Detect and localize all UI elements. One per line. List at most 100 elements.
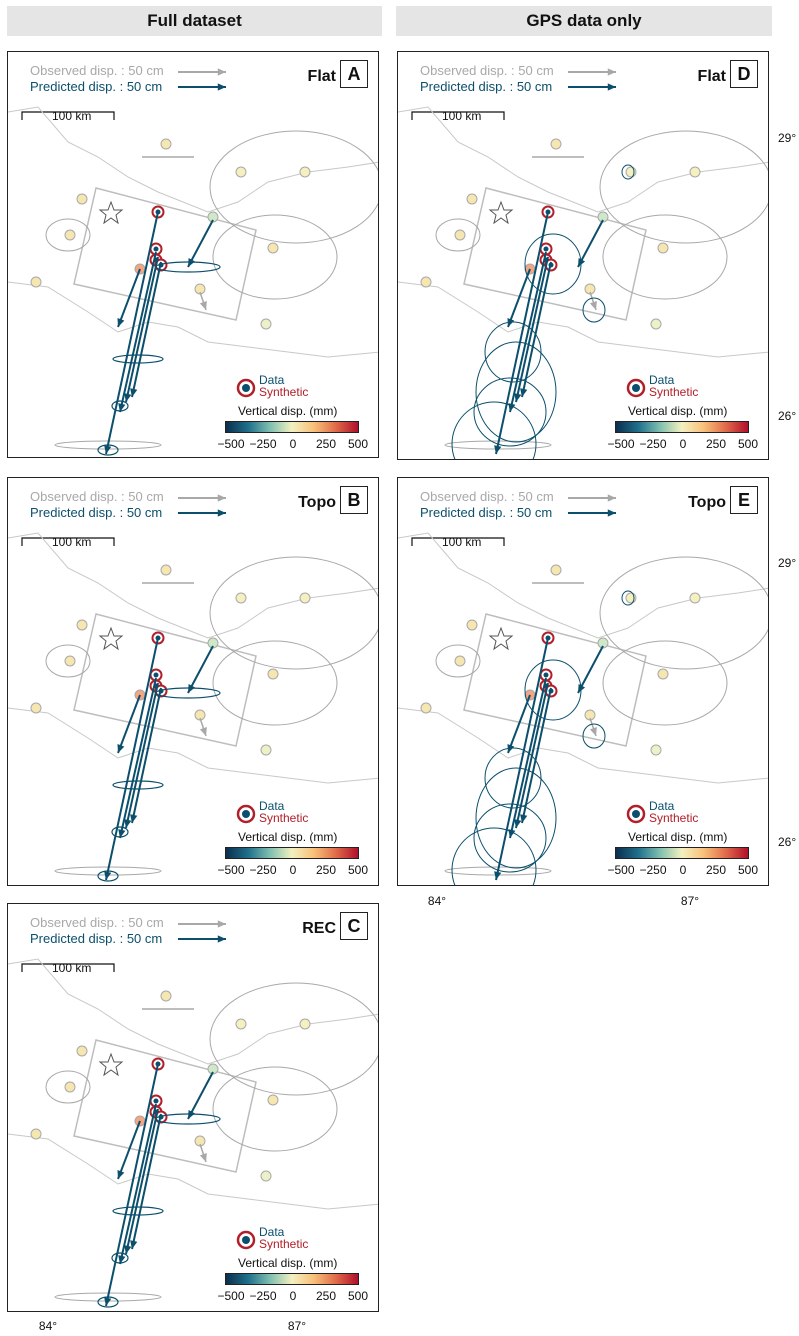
map-panel-e: Observed disp. : 50 cm Predicted disp. :… xyxy=(397,477,769,886)
station-marker xyxy=(420,702,432,714)
predicted-ellipse xyxy=(475,767,557,869)
panel-letter: E xyxy=(730,486,758,514)
border-line xyxy=(8,707,378,784)
data-legend-icon xyxy=(242,384,250,392)
station-marker xyxy=(30,1128,42,1140)
colorbar-tick: 250 xyxy=(705,863,727,877)
predicted-ellipse xyxy=(524,233,582,295)
predicted-arrow-head xyxy=(118,1255,126,1264)
predicted-arrow-head xyxy=(514,819,522,828)
station-marker xyxy=(657,668,669,680)
colorbar-tick: −500 xyxy=(607,863,635,877)
predicted-arrow-head xyxy=(217,83,226,91)
predicted-ellipse xyxy=(582,297,606,323)
panel-title: Topo xyxy=(298,494,336,511)
station-marker xyxy=(30,702,42,714)
observed-arrow-head xyxy=(589,301,597,310)
colorbar-title: Vertical disp. (mm) xyxy=(628,404,728,418)
scale-bar xyxy=(21,537,115,546)
scale-label: 100 km xyxy=(52,109,92,123)
border-line xyxy=(8,1133,378,1210)
predicted-arrow xyxy=(187,645,214,694)
predicted-arrow-head xyxy=(104,445,112,454)
station-marker xyxy=(260,1170,272,1182)
station-marker xyxy=(299,592,311,604)
data-legend-icon xyxy=(242,1236,250,1244)
fault-plane xyxy=(73,187,257,321)
predicted-arrow xyxy=(577,645,604,694)
error-ellipse xyxy=(435,218,481,252)
observed-arrow-head xyxy=(199,301,207,310)
predicted-arrow-head xyxy=(104,871,112,880)
station-marker xyxy=(76,619,88,631)
data-marker xyxy=(153,672,159,678)
map-panel-b: Observed disp. : 50 cm Predicted disp. :… xyxy=(7,477,379,886)
predicted-arrow xyxy=(507,694,531,754)
predicted-ellipse xyxy=(97,1296,119,1308)
station-marker xyxy=(30,276,42,288)
error-ellipse xyxy=(45,644,91,678)
predicted-arrow-head xyxy=(118,829,126,838)
predicted-arrow xyxy=(105,637,159,881)
predicted-ellipse xyxy=(112,780,164,790)
station-marker xyxy=(64,655,76,667)
map-graphic-a xyxy=(8,68,378,456)
station-marker xyxy=(267,1094,279,1106)
colorbar-tick: 0 xyxy=(289,1289,297,1303)
predicted-arrow xyxy=(117,1120,141,1180)
colorbar-title: Vertical disp. (mm) xyxy=(628,830,728,844)
column-header-gps-only: GPS data only xyxy=(396,6,772,36)
predicted-ellipse xyxy=(97,870,119,882)
column-header-full-dataset: Full dataset xyxy=(7,6,382,36)
predicted-arrow xyxy=(119,251,157,413)
map-graphic-c xyxy=(8,920,378,1308)
error-ellipse xyxy=(435,644,481,678)
observed-legend: Observed disp. : 50 cm xyxy=(420,489,554,504)
fault-plane xyxy=(463,187,647,321)
predicted-ellipse xyxy=(155,1113,221,1125)
station-marker xyxy=(454,229,466,241)
predicted-ellipse xyxy=(155,687,221,699)
station-marker xyxy=(550,564,562,576)
data-marker xyxy=(153,1098,159,1104)
station-marker xyxy=(260,744,272,756)
predicted-arrow-head xyxy=(124,393,132,402)
panel-letter: A xyxy=(340,60,368,88)
border-line xyxy=(8,106,378,213)
data-legend: Data xyxy=(649,373,675,387)
predicted-arrow xyxy=(521,261,552,398)
predicted-arrow-head xyxy=(514,393,522,402)
data-legend: Data xyxy=(259,1225,285,1239)
predicted-arrow-head xyxy=(124,1245,132,1254)
error-ellipse xyxy=(45,1070,91,1104)
colorbar-tick: 0 xyxy=(289,437,297,451)
predicted-arrow-head xyxy=(117,318,125,327)
predicted-ellipse xyxy=(582,723,606,749)
station-marker xyxy=(454,655,466,667)
panel-title: Topo xyxy=(688,494,726,511)
colorbar-tick: −250 xyxy=(249,1289,277,1303)
border-line xyxy=(398,281,768,358)
error-ellipse xyxy=(209,556,378,670)
station-marker xyxy=(160,990,172,1002)
border-line xyxy=(398,532,768,639)
predicted-arrow xyxy=(117,268,141,328)
predicted-arrow-head xyxy=(217,509,226,517)
colorbar-tick: 500 xyxy=(347,863,369,877)
predicted-ellipse xyxy=(451,401,537,459)
colorbar-tick: −500 xyxy=(217,1289,245,1303)
synthetic-legend: Synthetic xyxy=(259,1237,309,1251)
colorbar-tick: −250 xyxy=(639,437,667,451)
scale-label: 100 km xyxy=(52,535,92,549)
scale-label: 100 km xyxy=(52,961,92,975)
map-panel-c: Observed disp. : 50 cm Predicted disp. :… xyxy=(7,903,379,1312)
map-graphic-e xyxy=(398,494,768,885)
lon-label-84: 84° xyxy=(427,894,447,908)
colorbar xyxy=(225,421,359,433)
predicted-legend: Predicted disp. : 50 cm xyxy=(420,505,553,520)
predicted-arrow xyxy=(131,261,162,398)
fault-plane xyxy=(73,1039,257,1173)
station-marker xyxy=(160,138,172,150)
synthetic-legend: Synthetic xyxy=(259,811,309,825)
station-marker xyxy=(267,668,279,680)
